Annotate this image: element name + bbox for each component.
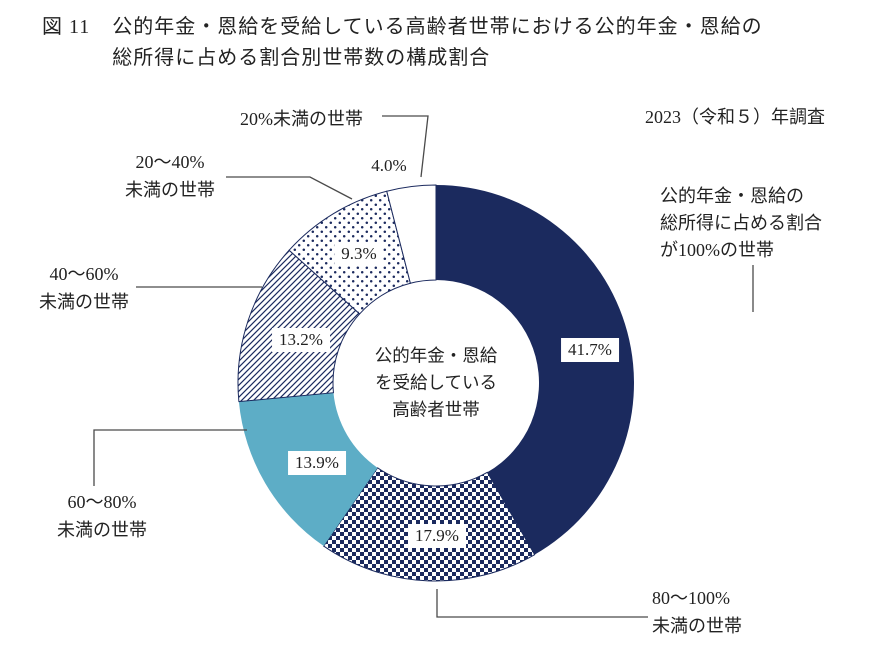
donut-center-label: 公的年金・恩給 を受給している 高齢者世帯 (375, 343, 498, 424)
value-label-share-100: 41.7% (561, 338, 619, 362)
leader-under-20 (382, 115, 429, 178)
callout-under-20: 20%未満の世帯 (240, 105, 363, 133)
donut-center-line1: 公的年金・恩給 (374, 345, 498, 366)
callout-40-60: 40～60% 未満の世帯 (34, 260, 134, 316)
callout-100-line1: 公的年金・恩給の (660, 186, 804, 206)
leader-20-40 (226, 176, 353, 200)
callout-60-80-line1: 60～80% (67, 492, 137, 512)
donut-center-line3: 高齢者世帯 (392, 399, 480, 420)
pie-segment-share-100 (436, 185, 634, 555)
value-label-share-60-80: 13.9% (288, 451, 346, 475)
callout-80-100-line1: 80～100% (652, 588, 730, 608)
figure-title-line1: 公的年金・恩給を受給している高齢者世帯における公的年金・恩給の (112, 16, 763, 38)
callout-100-line2: 総所得に占める割合 (660, 213, 822, 233)
donut-center-line2: を受給している (375, 372, 497, 393)
callout-60-80-line2: 未満の世帯 (57, 520, 147, 540)
callout-80-100-line2: 未満の世帯 (652, 616, 742, 636)
callout-80-100: 80～100% 未満の世帯 (652, 584, 742, 640)
survey-year-note: 2023（令和５）年調査 (645, 107, 825, 127)
value-label-share-80-100: 17.9% (408, 524, 466, 548)
callout-60-80: 60～80% 未満の世帯 (52, 488, 152, 544)
callout-100-line3: が100%の世帯 (660, 240, 774, 260)
callout-under-20-line1: 20%未満の世帯 (240, 109, 363, 129)
pie-segment-share-under-20 (386, 184, 437, 284)
callout-20-40-line2: 未満の世帯 (125, 180, 215, 200)
callout-20-40-line1: 20～40% (135, 152, 205, 172)
value-label-share-20-40: 9.3% (334, 242, 384, 266)
figure-number: 図 11 (42, 16, 91, 38)
leader-80-100 (436, 589, 648, 618)
callout-40-60-line1: 40～60% (49, 264, 119, 284)
leader-60-80 (93, 429, 247, 486)
figure-title-lines: 公的年金・恩給を受給している高齢者世帯における公的年金・恩給の 総所得に占める割… (112, 12, 762, 74)
callout-20-40: 20～40% 未満の世帯 (118, 148, 222, 204)
value-label-share-under-20: 4.0% (371, 156, 407, 175)
callout-40-60-line2: 未満の世帯 (39, 292, 129, 312)
leader-lines (93, 115, 754, 618)
figure-title-line2: 総所得に占める割合別世帯数の構成割合 (112, 47, 491, 69)
callout-100: 公的年金・恩給の 総所得に占める割合 が100%の世帯 (660, 183, 822, 264)
value-label-share-40-60: 13.2% (272, 328, 330, 352)
figure-title: 図 11 公的年金・恩給を受給している高齢者世帯における公的年金・恩給の 総所得… (42, 12, 763, 74)
